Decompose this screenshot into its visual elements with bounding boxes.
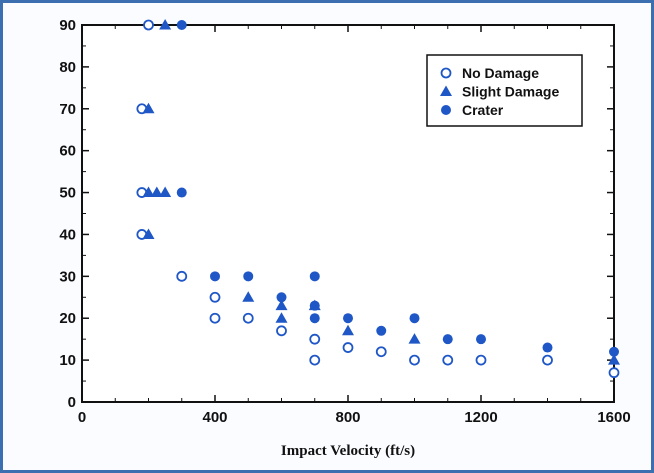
no-damage-point xyxy=(276,325,287,337)
slight-damage-point xyxy=(608,354,620,365)
slight-damage-point xyxy=(275,299,288,311)
crater-point xyxy=(309,300,320,311)
y-tick-label: 20 xyxy=(59,310,76,327)
tick-marks xyxy=(81,24,615,403)
x-tick-label: 1200 xyxy=(464,409,497,426)
x-tick-label: 1600 xyxy=(597,409,630,426)
crater-point xyxy=(376,325,387,336)
crater-point xyxy=(609,346,619,357)
legend-label-crater: Crater xyxy=(462,102,504,118)
crater-point xyxy=(542,342,553,353)
legend-box xyxy=(426,54,583,127)
slight-damage-point xyxy=(142,186,155,198)
x-tick-label: 400 xyxy=(202,409,227,426)
legend-label-slight-damage: Slight Damage xyxy=(462,84,559,100)
no-damage-point xyxy=(342,342,354,353)
slight-damage-point xyxy=(159,19,172,30)
no-damage-point xyxy=(309,354,321,366)
crater-point xyxy=(176,187,187,198)
crater-point xyxy=(476,334,486,345)
no-damage-point xyxy=(143,19,154,31)
slight-damage-point xyxy=(150,186,163,198)
no-damage-point xyxy=(242,312,254,324)
crater-point xyxy=(176,20,187,30)
crater-point xyxy=(309,271,320,282)
no-damage-point xyxy=(608,367,620,379)
crater-point xyxy=(243,271,254,282)
x-tick-label: 800 xyxy=(335,409,360,426)
y-tick-label: 80 xyxy=(59,59,76,76)
no-damage-point xyxy=(542,354,553,366)
crater-point xyxy=(442,334,453,345)
no-damage-point xyxy=(442,354,454,366)
crater-point xyxy=(210,271,220,282)
y-tick-label: 0 xyxy=(68,394,76,411)
y-tick-label: 50 xyxy=(59,185,76,202)
slight-damage-point xyxy=(142,102,155,114)
y-tick-label: 60 xyxy=(59,143,76,160)
no-damage-point xyxy=(475,354,487,366)
slight-damage-point xyxy=(342,324,354,336)
x-tick-label: 0 xyxy=(78,409,86,426)
y-tick-label: 70 xyxy=(59,101,76,118)
y-tick-label: 30 xyxy=(59,268,76,285)
crater-point xyxy=(409,313,420,324)
y-tick-label: 90 xyxy=(59,17,76,34)
legend: No Damage Slight Damage Crater xyxy=(426,54,583,127)
slight-damage-point xyxy=(408,333,421,344)
legend-marker-no-damage xyxy=(440,67,452,79)
slight-damage-point xyxy=(142,228,155,239)
legend-marker-crater xyxy=(441,105,451,115)
slight-damage-point xyxy=(275,312,288,323)
legend-label-no-damage: No Damage xyxy=(462,65,539,81)
slight-damage-point xyxy=(242,291,255,302)
no-damage-point xyxy=(209,312,221,324)
y-tick-label: 10 xyxy=(59,352,76,369)
legend-marker-slight-damage xyxy=(440,85,452,96)
slight-damage-point xyxy=(159,186,172,198)
no-damage-point xyxy=(209,291,221,303)
tick-labels: 0 10 20 30 40 50 60 70 80 90 0 400 800 1200 1600 xyxy=(59,17,630,426)
no-damage-point xyxy=(409,354,420,366)
no-damage-point xyxy=(176,270,188,282)
crater-point xyxy=(276,292,287,303)
x-axis-title: Impact Velocity (ft/s) xyxy=(281,443,415,459)
crater-point xyxy=(309,313,320,324)
y-tick-label: 40 xyxy=(59,226,76,243)
no-damage-point xyxy=(309,333,321,345)
data-points xyxy=(136,19,620,379)
crater-point xyxy=(343,313,353,324)
no-damage-point xyxy=(375,346,387,358)
